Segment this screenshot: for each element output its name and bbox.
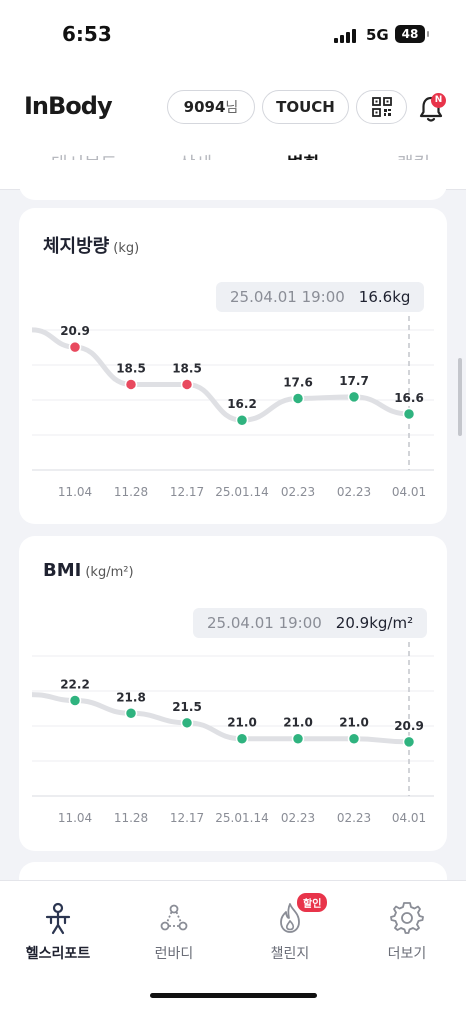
body-fat-chart[interactable]: 20.9 11.04 18.5 11.28 18.5 12.17 16.2 25.01.14 1… <box>32 316 434 500</box>
data-point <box>347 732 361 745</box>
data-label: 16.6 <box>394 391 424 405</box>
data-label: 16.2 <box>227 397 257 411</box>
data-point <box>347 390 361 404</box>
challenge-badge: 할인 <box>297 893 328 912</box>
x-tick-label: 02.23 <box>281 811 315 825</box>
inbody-logo: InBody <box>24 92 113 120</box>
qr-code-icon <box>371 97 392 117</box>
nav-label: 헬스리포트 <box>25 946 91 962</box>
card-unit: (kg/m²) <box>85 565 134 580</box>
x-tick-label: 02.23 <box>281 485 315 499</box>
data-label: 22.2 <box>60 678 90 692</box>
nav-health-report[interactable]: 헬스리포트 <box>13 901 103 963</box>
x-tick-label: 04.01 <box>392 811 426 825</box>
data-label: 20.9 <box>394 719 424 733</box>
x-tick-label: 11.28 <box>114 485 148 499</box>
scrollbar[interactable] <box>458 358 462 436</box>
data-label: 21.5 <box>172 700 202 714</box>
nav-more[interactable]: 더보기 <box>362 901 452 963</box>
x-tick-label: 02.23 <box>337 485 371 499</box>
nav-label: 더보기 <box>387 946 427 962</box>
data-point <box>402 407 416 421</box>
data-point <box>235 732 249 745</box>
data-point <box>68 340 82 354</box>
gear-icon <box>390 902 424 934</box>
nav-label: 런바디 <box>154 946 194 962</box>
series-line <box>32 692 412 745</box>
bmi-chart[interactable]: 22.2 11.04 21.8 11.28 21.5 12.17 21.0 25.01.14 2… <box>32 642 434 826</box>
tooltip-date: 25.04.01 19:00 <box>230 288 345 306</box>
card-title: 체지방량 (kg) <box>43 232 139 258</box>
body-fat-card: 체지방량 (kg) 25.04.01 19:00 16.6kg 20.9 11.04… <box>19 208 447 524</box>
tooltip-value: 20.9kg/m² <box>335 614 414 632</box>
x-tick-label: 25.01.14 <box>215 811 268 825</box>
data-label: 21.8 <box>116 690 146 704</box>
x-tick-label: 11.04 <box>58 485 92 499</box>
home-indicator <box>150 993 317 998</box>
data-point <box>124 707 138 720</box>
x-tick-label: 12.17 <box>170 485 204 499</box>
status-bar: 6:53 5G 48 <box>0 0 466 70</box>
data-point <box>402 735 416 749</box>
user-id-button[interactable]: 9094 님 <box>167 90 255 124</box>
notification-badge: N <box>431 93 446 108</box>
tooltip-value: 16.6kg <box>358 288 411 306</box>
signal-icon <box>334 29 356 43</box>
touch-label: TOUCH <box>276 98 335 116</box>
data-point <box>124 378 138 391</box>
selected-point-tooltip: 25.04.01 19:00 20.9kg/m² <box>193 608 428 638</box>
card-unit: (kg) <box>113 241 140 256</box>
challenge-icon <box>280 903 300 933</box>
x-tick-label: 11.04 <box>58 811 92 825</box>
data-label: 21.0 <box>283 716 313 730</box>
x-tick-label: 11.28 <box>114 811 148 825</box>
data-label: 21.0 <box>227 716 257 730</box>
health-report-icon <box>45 902 71 935</box>
data-point <box>291 732 305 745</box>
x-tick-label: 04.01 <box>392 485 426 499</box>
tooltip-date: 25.04.01 19:00 <box>207 614 322 632</box>
selected-point-tooltip: 25.04.01 19:00 16.6kg <box>216 282 425 312</box>
bottom-nav: 헬스리포트 런바디 할인 챌린지 더보기 <box>0 880 466 1010</box>
x-tick-label: 12.17 <box>170 811 204 825</box>
card-title-text: 체지방량 <box>43 236 110 257</box>
data-label: 17.7 <box>339 374 369 388</box>
previous-card <box>19 160 447 200</box>
data-point <box>291 392 305 405</box>
data-label: 18.5 <box>116 361 146 375</box>
x-tick-label: 25.01.14 <box>215 485 268 499</box>
data-label: 20.9 <box>60 324 90 338</box>
nav-challenge[interactable]: 할인 챌린지 <box>245 893 335 963</box>
user-id-suffix: 님 <box>225 100 239 116</box>
battery-icon: 48 <box>395 25 429 43</box>
nav-runbody[interactable]: 런바디 <box>129 901 219 963</box>
data-point <box>180 378 194 391</box>
data-label: 21.0 <box>339 716 369 730</box>
data-label: 17.6 <box>283 375 313 389</box>
card-title-text: BMI <box>43 560 82 581</box>
touch-button[interactable]: TOUCH <box>262 90 349 124</box>
card-title: BMI (kg/m²) <box>43 560 134 581</box>
user-id: 9094 <box>183 98 226 116</box>
qr-button[interactable] <box>356 90 407 124</box>
status-time: 6:53 <box>62 22 112 46</box>
x-tick-label: 02.23 <box>337 811 371 825</box>
nav-label: 챌린지 <box>270 946 310 962</box>
data-point <box>68 694 82 707</box>
bmi-card: BMI (kg/m²) 25.04.01 19:00 20.9kg/m² 22.2… <box>19 536 447 851</box>
runbody-icon <box>160 904 188 931</box>
data-point <box>235 413 249 427</box>
data-label: 18.5 <box>172 361 202 375</box>
data-point <box>180 716 194 730</box>
network-type: 5G <box>366 26 389 44</box>
